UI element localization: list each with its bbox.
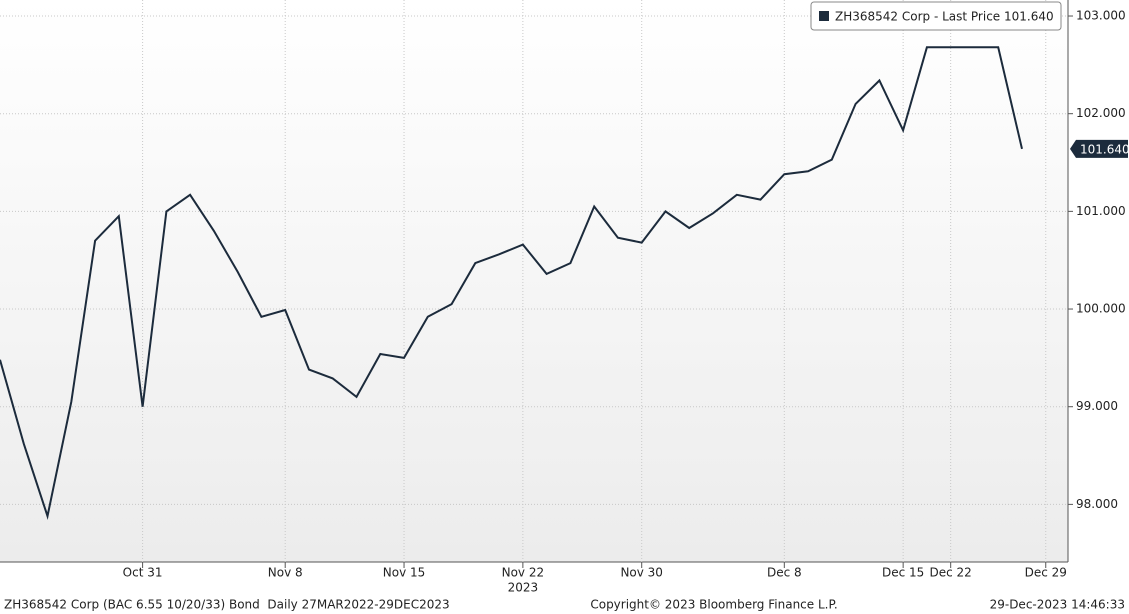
x-tick-label: Oct 31 [123,566,163,580]
y-tick-label: 98.000 [1076,497,1118,511]
plot-area [0,0,1068,562]
x-tick-label: Dec 29 [1025,566,1067,580]
last-price-tag [1070,139,1128,158]
y-tick-label: 101.000 [1076,204,1126,218]
year-label: 2023 [508,581,539,595]
legend-label: ZH368542 Corp - Last Price 101.640 [835,10,1054,24]
x-tick-label: Nov 22 [502,566,545,580]
line [0,46,1023,520]
x-tick-label: Dec 22 [930,566,972,580]
y-tick-label: 100.000 [1076,302,1126,316]
footer-center: Copyright© 2023 Bloomberg Finance L.P. [590,598,837,612]
y-tick-label: 102.000 [1076,106,1126,120]
last-price-label: 101.640 [1080,142,1129,156]
legend: ZH368542 Corp - Last Price 101.640 [810,1,1062,31]
footer-left: ZH368542 Corp (BAC 6.55 10/20/33) Bond D… [4,598,450,612]
legend-swatch [819,11,829,21]
x-tick-label: Dec 15 [882,566,924,580]
x-tick-label: Nov 8 [268,566,303,580]
y-tick-label: 99.000 [1076,399,1118,413]
x-tick-label: Nov 15 [383,566,426,580]
footer-right: 29-Dec-2023 14:46:33 [990,598,1125,612]
legend-box [810,1,1062,31]
y-tick-label: 103.000 [1076,9,1126,23]
x-tick-label: Dec 8 [767,566,802,580]
x-tick-label: Nov 30 [620,566,663,580]
